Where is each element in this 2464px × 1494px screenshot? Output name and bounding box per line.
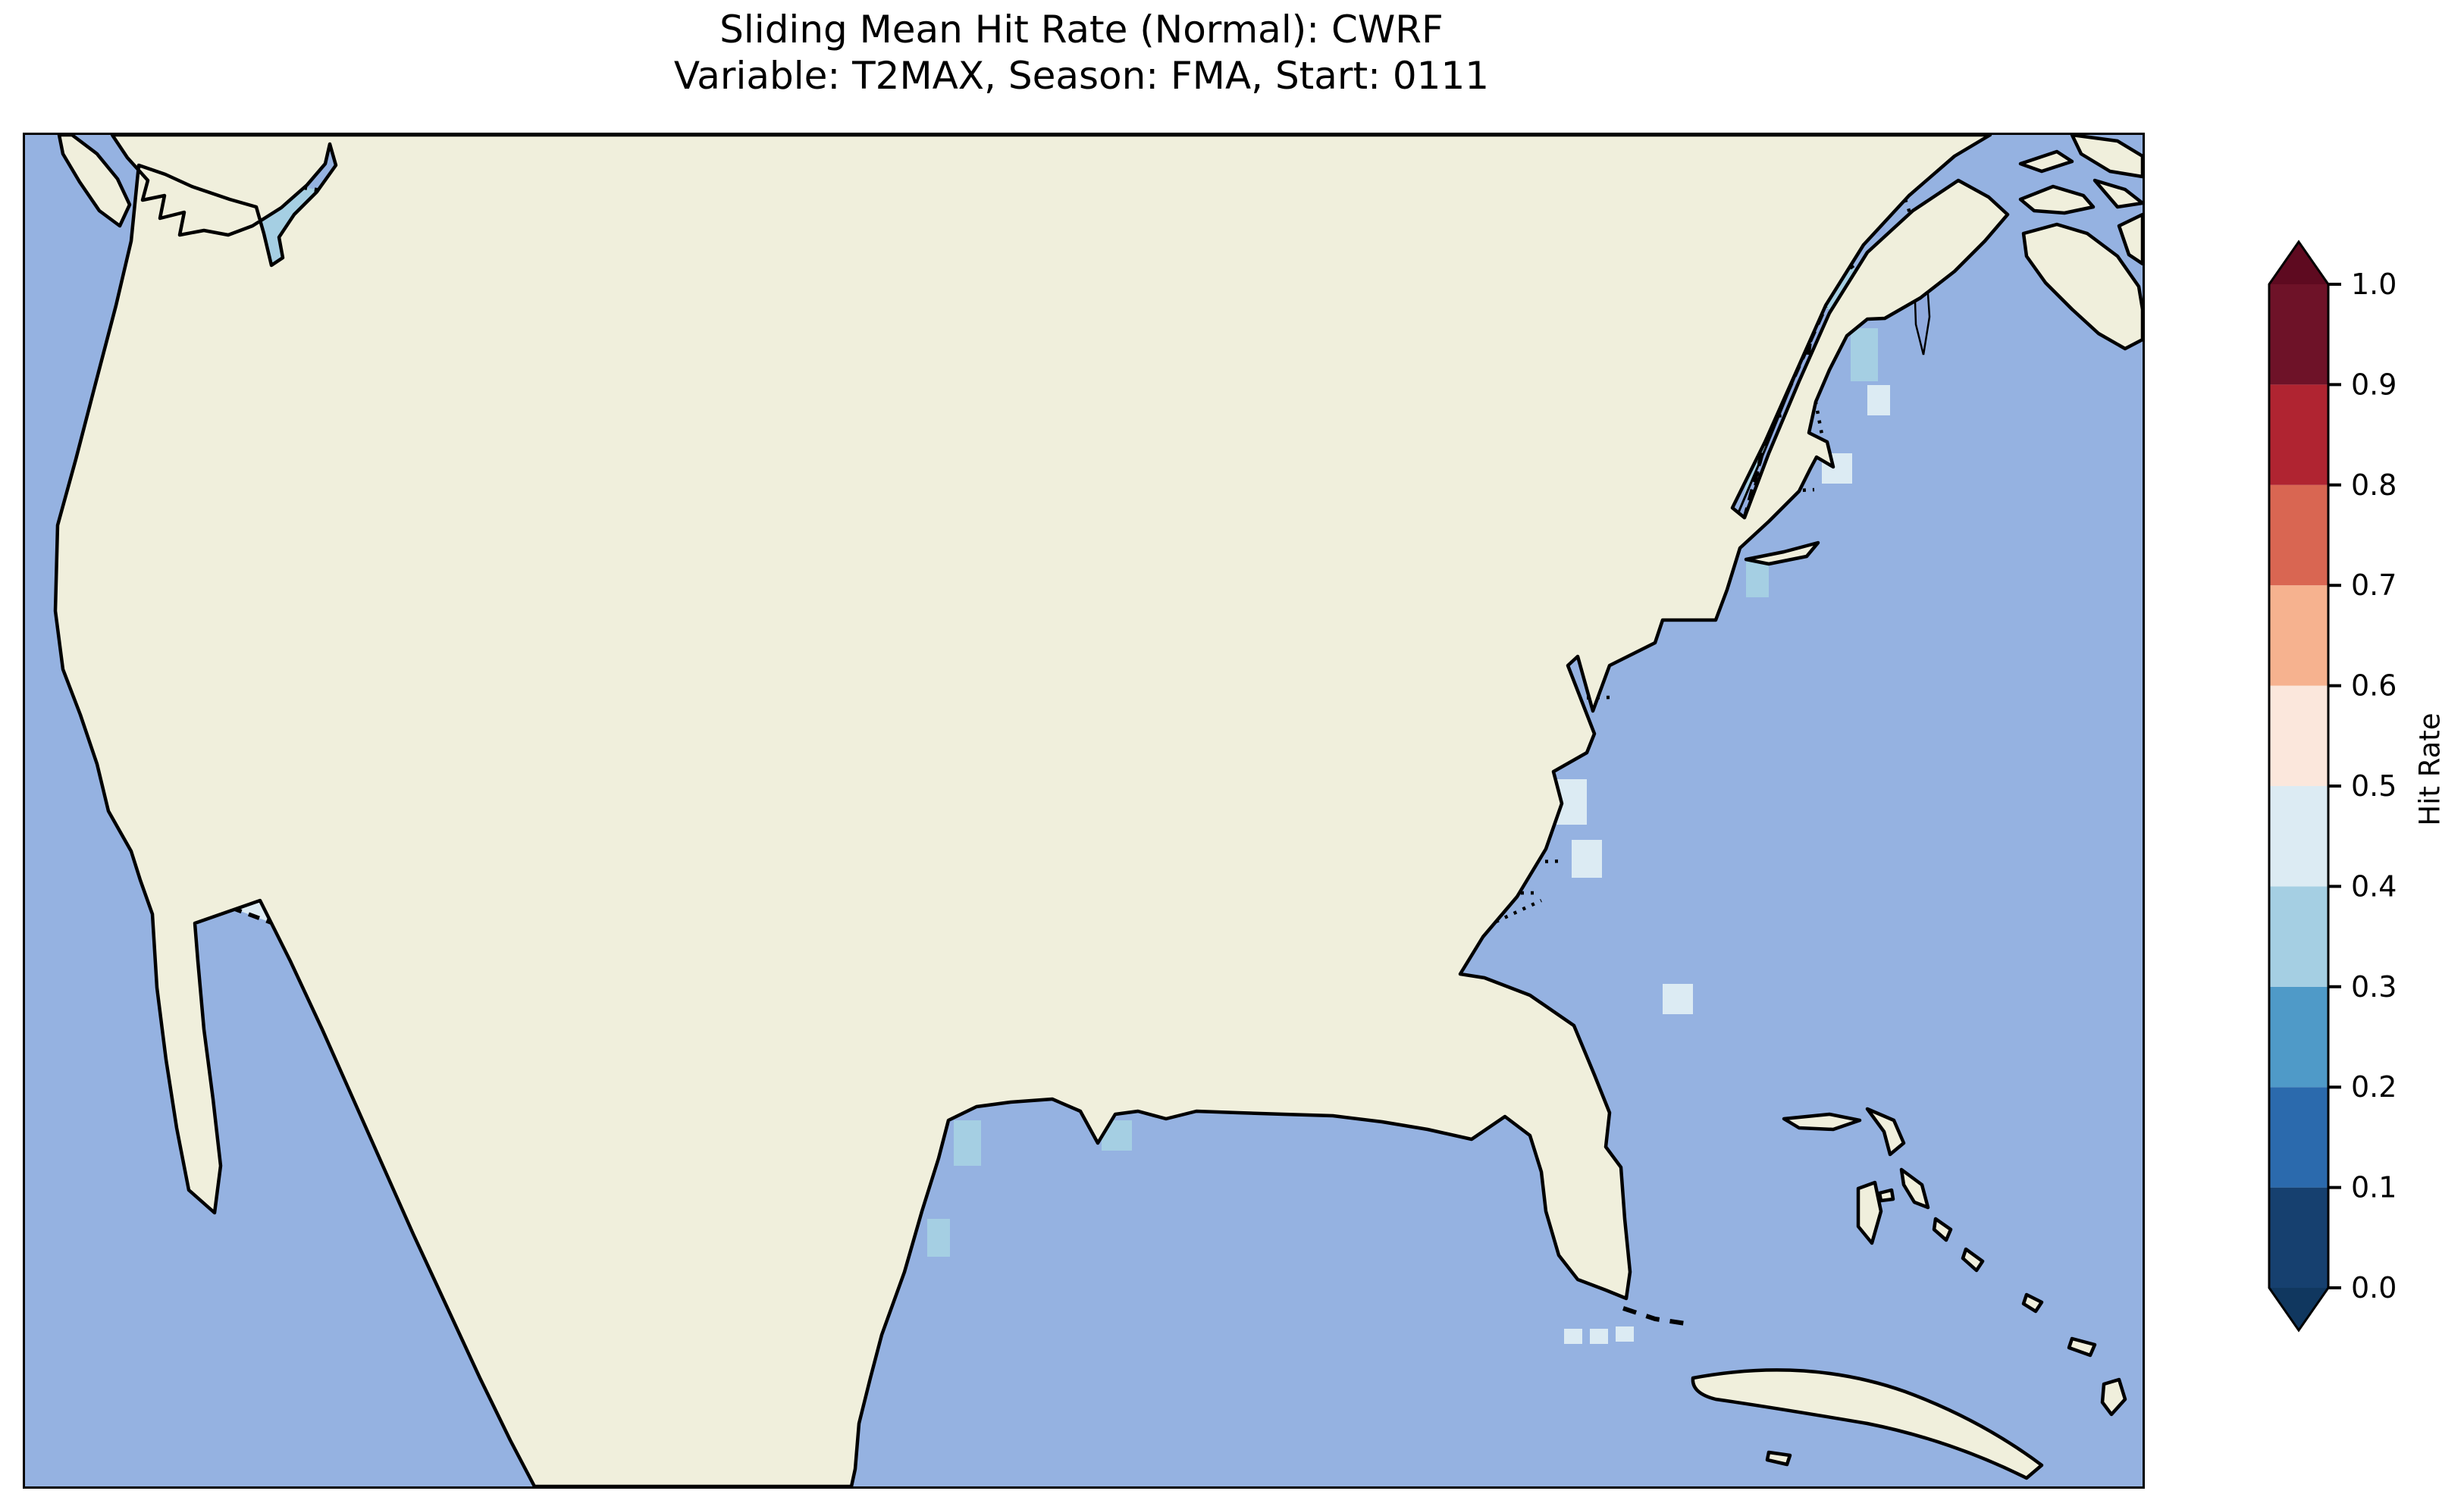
- colorbar-tick-label: 0.7: [2351, 568, 2397, 602]
- hit-rate-cell-0.4-0.5: [1616, 1326, 1634, 1342]
- colorbar-axis-label: Hit Rate: [2413, 713, 2447, 826]
- colorbar-over-arrow: [2269, 242, 2328, 284]
- coastlines: [55, 135, 2143, 1486]
- colorbar-bin-0.2-0.3: [2269, 986, 2328, 1088]
- colorbar-tick-label: 0.5: [2351, 769, 2397, 803]
- florida-keys: [1622, 1306, 1686, 1326]
- colorbar-bin-0.7-0.8: [2269, 484, 2328, 586]
- colorbar-tick-label: 0.4: [2351, 869, 2397, 903]
- colorbar-bin-0.6-0.7: [2269, 585, 2328, 686]
- hit-rate-cell-0.3-0.4: [954, 1120, 981, 1166]
- colorbar-tick-label: 1.0: [2351, 268, 2397, 301]
- colorbar-tick-label: 0.9: [2351, 368, 2397, 401]
- hit-rate-cell-0.4-0.5: [1590, 1329, 1608, 1344]
- colorbar-bin-0.4-0.5: [2269, 786, 2328, 887]
- hit-rate-cell-0.4-0.5: [1867, 385, 1890, 415]
- colorbar-tick-label: 0.8: [2351, 468, 2397, 502]
- colorbar-bin-0.8-0.9: [2269, 384, 2328, 485]
- hit-rate-cell-0.4-0.5: [1564, 1329, 1582, 1344]
- colorbar-tick-label: 0.1: [2351, 1171, 2397, 1204]
- coastal-grid-cells: [927, 328, 1890, 1344]
- colorbar-bin-0.0-0.1: [2269, 1187, 2328, 1288]
- hit-rate-cell-0.3-0.4: [1746, 559, 1769, 597]
- colorbar-bin-0.9-1.0: [2269, 284, 2328, 385]
- colorbar-tick-label: 0.6: [2351, 669, 2397, 703]
- chart-title: Sliding Mean Hit Rate (Normal): CWRF: [719, 8, 1444, 52]
- colorbar-bin-0.3-0.4: [2269, 886, 2328, 987]
- map-axes-frame: [23, 133, 2145, 1489]
- colorbar-tick-label: 0.3: [2351, 970, 2397, 1004]
- hit-rate-cell-0.3-0.4: [1851, 328, 1878, 381]
- chart-subtitle: Variable: T2MAX, Season: FMA, Start: 011…: [673, 54, 1490, 98]
- colorbar-under-arrow: [2269, 1288, 2328, 1330]
- colorbar-bin-0.5-0.6: [2269, 685, 2328, 786]
- conus-map: [25, 135, 2143, 1486]
- colorbar-tick-label: 0.2: [2351, 1070, 2397, 1104]
- colorbar: 0.0 0.1 0.2 0.3 0.4 0.5 0.6 0.7 0.8 0.9 1.0: [2268, 240, 2397, 1333]
- hit-rate-cell-0.4-0.5: [1663, 984, 1693, 1014]
- chart-title-block: Sliding Mean Hit Rate (Normal): CWRF Var…: [23, 6, 2140, 99]
- colorbar-tick-label: 0.0: [2351, 1271, 2397, 1305]
- colorbar-bin-0.1-0.2: [2269, 1087, 2328, 1188]
- hit-rate-cell-0.3-0.4: [927, 1219, 950, 1257]
- hit-rate-cell-0.4-0.5: [1572, 840, 1602, 878]
